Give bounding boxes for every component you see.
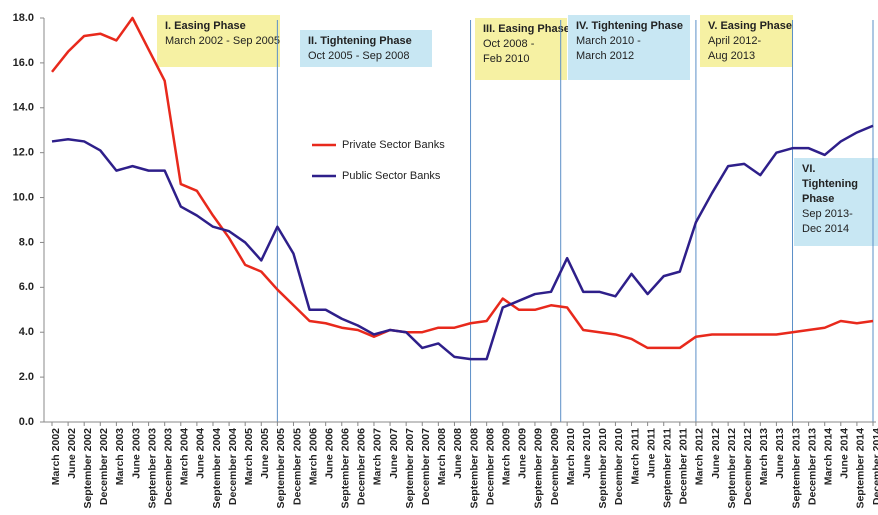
- annotation-box: [700, 15, 793, 67]
- x-tick-label: December 2009: [549, 428, 561, 505]
- x-tick-label: June 2011: [645, 428, 657, 478]
- annotation-title: I. Easing Phase: [165, 20, 246, 32]
- series-line: [51, 16, 874, 350]
- x-tick-label: September 2002: [82, 428, 94, 509]
- annotation-box: [475, 18, 567, 80]
- x-tick-label: June 2004: [195, 428, 207, 479]
- x-tick-label: June 2002: [66, 428, 78, 479]
- annotation-box: [568, 15, 690, 80]
- y-tick-label: 10.0: [13, 191, 34, 203]
- x-tick-label: September 2013: [790, 428, 802, 509]
- x-tick-label: June 2008: [452, 428, 464, 479]
- annotation-text: March 2012: [576, 50, 634, 62]
- x-tick-label: December 2002: [98, 428, 110, 505]
- x-tick-label: December 2012: [742, 428, 754, 505]
- x-tick-label: June 2013: [774, 428, 786, 479]
- x-tick-label: June 2006: [323, 428, 335, 479]
- annotation-title: VI. Tightening Phase: [802, 163, 861, 205]
- x-tick-label: March 2007: [372, 428, 384, 485]
- x-tick-label: March 2003: [114, 428, 126, 485]
- legend-label: Public Sector Banks: [342, 170, 441, 182]
- annotation-text: March 2002 - Sep 2005: [165, 35, 280, 47]
- x-tick-label: December 2006: [356, 428, 368, 505]
- x-tick-label: March 2009: [501, 428, 513, 485]
- annotation-box: [300, 30, 432, 67]
- x-tick-label: June 2010: [581, 428, 593, 479]
- x-tick-label: December 2013: [806, 428, 818, 505]
- annotation-box: [157, 15, 280, 67]
- annotation-text: Sep 2013-: [802, 208, 853, 220]
- annotation-title: II. Tightening Phase: [308, 35, 412, 47]
- x-tick-label: September 2010: [597, 428, 609, 509]
- x-tick-label: December 2008: [484, 428, 496, 505]
- x-tick-label: June 2009: [517, 428, 529, 479]
- x-tick-label: September 2014: [855, 428, 867, 509]
- x-tick-label: September 2008: [468, 428, 480, 509]
- y-tick-label: 14.0: [13, 102, 34, 114]
- y-tick-label: 4.0: [19, 326, 34, 338]
- x-tick-label: December 2014: [871, 428, 878, 505]
- annotation-title: III. Easing Phase: [483, 23, 570, 35]
- x-tick-label: June 2007: [388, 428, 400, 479]
- annotation-text: Dec 2014: [802, 223, 849, 235]
- x-tick-label: March 2011: [629, 428, 641, 485]
- x-tick-label: September 2004: [211, 428, 223, 509]
- y-tick-label: 18.0: [13, 12, 34, 24]
- annotation-text: Feb 2010: [483, 53, 529, 65]
- annotation-text: April 2012-: [708, 35, 762, 47]
- x-tick-label: December 2007: [420, 428, 432, 505]
- x-tick-label: September 2006: [340, 428, 352, 509]
- annotation-text: March 2010 -: [576, 35, 641, 47]
- annotation-text: Aug 2013: [708, 50, 755, 62]
- x-tick-label: March 2008: [436, 428, 448, 485]
- x-tick-label: June 2005: [259, 428, 271, 479]
- x-tick-label: September 2012: [726, 428, 738, 509]
- x-tick-label: June 2012: [710, 428, 722, 479]
- x-tick-label: September 2011: [662, 428, 674, 508]
- x-tick-label: March 2014: [822, 428, 834, 485]
- annotation-text: Oct 2008 -: [483, 38, 535, 50]
- x-tick-label: March 2006: [307, 428, 319, 485]
- x-tick-label: December 2004: [227, 428, 239, 505]
- annotation-box: [794, 158, 878, 246]
- x-tick-label: December 2010: [613, 428, 625, 505]
- y-tick-label: 2.0: [19, 371, 34, 383]
- x-tick-label: September 2005: [275, 428, 287, 509]
- x-tick-label: March 2004: [179, 428, 191, 485]
- y-tick-label: 6.0: [19, 281, 34, 293]
- x-tick-label: June 2003: [130, 428, 142, 479]
- x-tick-label: March 2010: [565, 428, 577, 485]
- x-tick-label: March 2012: [694, 428, 706, 485]
- x-tick-label: December 2003: [162, 428, 174, 505]
- annotation-title: IV. Tightening Phase: [576, 20, 683, 32]
- y-tick-label: 0.0: [19, 416, 34, 428]
- x-tick-label: March 2002: [50, 428, 62, 485]
- x-tick-label: September 2007: [404, 428, 416, 509]
- x-tick-label: March 2013: [758, 428, 770, 485]
- legend-label: Private Sector Banks: [342, 139, 445, 151]
- y-tick-label: 8.0: [19, 236, 34, 248]
- y-tick-label: 12.0: [13, 147, 34, 159]
- series-line: [51, 124, 874, 361]
- y-tick-label: 16.0: [13, 57, 34, 69]
- x-tick-label: December 2011: [678, 428, 690, 505]
- x-tick-label: March 2005: [243, 428, 255, 485]
- annotation-title: V. Easing Phase: [708, 20, 792, 32]
- x-tick-label: September 2003: [146, 428, 158, 509]
- x-tick-label: December 2005: [291, 428, 303, 505]
- x-tick-label: September 2009: [533, 428, 545, 509]
- annotation-text: Oct 2005 - Sep 2008: [308, 50, 410, 62]
- x-tick-label: June 2014: [839, 428, 851, 479]
